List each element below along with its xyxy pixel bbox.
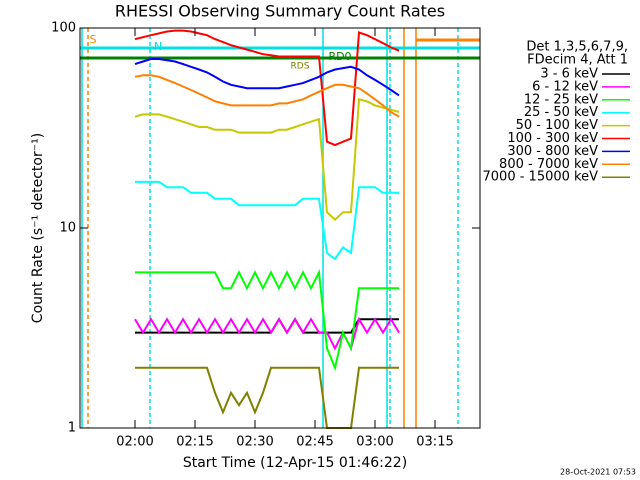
legend-label: 50 - 100 keV	[516, 118, 599, 133]
series-line	[135, 180, 399, 261]
legend-label: 12 - 25 keV	[524, 92, 598, 107]
legend-label: 6 - 12 keV	[532, 79, 598, 94]
legend-label: 25 - 50 keV	[524, 105, 598, 120]
annotation: RDS	[291, 62, 310, 72]
x-tick-label: 02:00	[116, 435, 153, 450]
y-axis-label: Count Rate (s⁻¹ detector⁻¹)	[30, 133, 46, 323]
y-tick-label: 1	[68, 421, 76, 436]
series-line	[134, 74, 400, 118]
legend-label: 3 - 6 keV	[540, 67, 598, 82]
chart-title: RHESSI Observing Summary Count Rates	[115, 2, 445, 21]
x-tick-label: 02:15	[176, 435, 213, 450]
x-tick-label: 03:00	[356, 435, 393, 450]
legend-title: Det 1,3,5,6,7,9,	[526, 40, 628, 55]
annotation: RD0	[328, 50, 351, 63]
annotation: S	[90, 33, 97, 46]
series-line	[134, 58, 400, 97]
y-tick-label: 10	[59, 221, 76, 236]
series-line	[135, 366, 399, 429]
series-line	[135, 268, 399, 372]
annotation: N	[154, 40, 162, 53]
series-line	[135, 317, 399, 335]
series-line	[134, 316, 400, 352]
y-tick-label: 100	[51, 21, 76, 36]
legend-label: 800 - 7000 keV	[499, 157, 598, 172]
legend-label: 7000 - 15000 keV	[483, 170, 599, 185]
footer: 28-Oct-2021 07:53	[560, 468, 636, 477]
x-tick-label: 02:45	[296, 435, 333, 450]
legend-label: 300 - 800 keV	[507, 144, 598, 159]
x-axis-label: Start Time (12-Apr-15 01:46:22)	[183, 455, 407, 471]
x-tick-label: 02:30	[236, 435, 273, 450]
plot-area	[134, 29, 400, 429]
x-tick-label: 03:15	[416, 435, 453, 450]
series-line	[134, 29, 400, 147]
series-line	[134, 98, 400, 222]
legend-title: FDecim 4, Att 1	[527, 53, 628, 68]
flag-lines	[80, 28, 480, 428]
legend-label: 100 - 300 keV	[507, 131, 598, 146]
